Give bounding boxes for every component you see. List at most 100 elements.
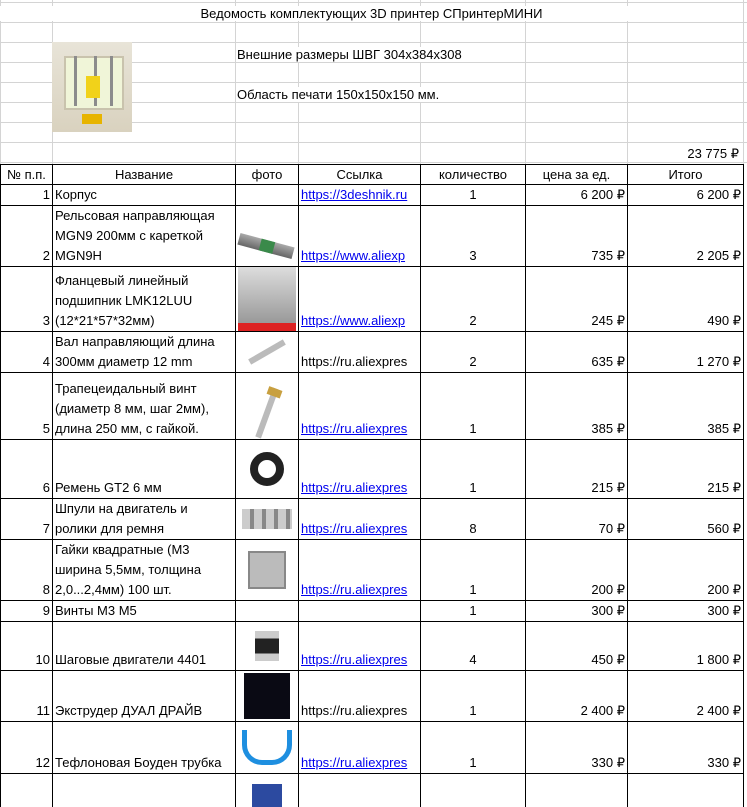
quantity[interactable]: 1 (420, 721, 526, 774)
printer-photo[interactable] (52, 42, 132, 132)
photo-cell[interactable] (235, 184, 299, 206)
row-number[interactable]: 9 (0, 600, 53, 622)
photo-cell[interactable] (235, 205, 299, 267)
quantity[interactable]: 1 (420, 773, 526, 807)
row-total[interactable]: 2 400 ₽ (627, 670, 744, 722)
row-number[interactable]: 7 (0, 498, 53, 540)
quantity[interactable]: 2 (420, 331, 526, 373)
unit-price[interactable]: 215 ₽ (525, 439, 628, 499)
column-header[interactable]: фото (235, 164, 299, 185)
link-cell[interactable]: https://ru.aliexpres (298, 539, 421, 601)
product-link[interactable]: https://www.aliexp (301, 248, 406, 263)
product-link[interactable]: https://ru.aliexpres (301, 421, 408, 436)
row-total[interactable]: 560 ₽ (627, 498, 744, 540)
product-link[interactable]: https://ru.aliexpres (301, 755, 408, 770)
photo-cell[interactable] (235, 439, 299, 499)
unit-price[interactable]: 635 ₽ (525, 331, 628, 373)
component-name[interactable]: Рельсовая направляющая MGN9 200мм с каре… (52, 205, 236, 267)
unit-price[interactable]: 300 ₽ (525, 600, 628, 622)
quantity[interactable]: 1 (420, 600, 526, 622)
link-cell[interactable]: https://ru.aliexpres (298, 372, 421, 440)
photo-cell[interactable] (235, 266, 299, 332)
quantity[interactable]: 8 (420, 498, 526, 540)
row-total[interactable]: 215 ₽ (627, 439, 744, 499)
linear-rail-photo[interactable] (237, 232, 296, 260)
unit-price[interactable]: 450 ₽ (525, 621, 628, 671)
link-cell[interactable]: https://ru.aliexpres (298, 498, 421, 540)
shaft-photo[interactable] (238, 339, 296, 365)
stepper-motor-photo[interactable] (238, 631, 296, 661)
row-total[interactable]: 200 ₽ (627, 539, 744, 601)
link-cell[interactable]: https://www.aliexp (298, 205, 421, 267)
row-number[interactable]: 5 (0, 372, 53, 440)
row-number[interactable]: 11 (0, 670, 53, 722)
component-name[interactable]: Фланцевый линейный подшипник LMK12LUU (1… (52, 266, 236, 332)
lead-screw-photo[interactable] (238, 386, 296, 439)
row-number[interactable]: 12 (0, 721, 53, 774)
row-total[interactable]: 330 ₽ (627, 721, 744, 774)
component-name[interactable]: Трапецеидальный винт (диаметр 8 мм, шаг … (52, 372, 236, 440)
belt-photo[interactable] (238, 452, 296, 486)
product-link[interactable]: https://ru.aliexpres (301, 652, 408, 667)
column-header[interactable]: Название (52, 164, 236, 185)
component-name[interactable]: Экструдер ДУАЛ ДРАЙВ (52, 670, 236, 722)
component-name[interactable]: Винты М3 М5 (52, 600, 236, 622)
link-cell[interactable]: https://www.aliexp (298, 266, 421, 332)
quantity[interactable]: 2 (420, 266, 526, 332)
row-total[interactable]: 2 205 ₽ (627, 205, 744, 267)
component-name[interactable]: Гайки квадратные (М3 ширина 5,5мм, толщи… (52, 539, 236, 601)
quantity[interactable]: 1 (420, 439, 526, 499)
link-cell[interactable]: https://ru.aliexpres (298, 621, 421, 671)
product-link[interactable]: https://ru.aliexpres (301, 480, 408, 495)
print-area-text[interactable]: Область печати 150x150x150 мм. (237, 87, 440, 102)
row-total[interactable]: 350 ₽ (627, 773, 744, 807)
quantity[interactable]: 4 (420, 621, 526, 671)
row-number[interactable]: 6 (0, 439, 53, 499)
row-number[interactable]: 4 (0, 331, 53, 373)
unit-price[interactable]: 200 ₽ (525, 539, 628, 601)
row-number[interactable]: 1 (0, 184, 53, 206)
row-total[interactable]: 1 270 ₽ (627, 331, 744, 373)
photo-cell[interactable] (235, 498, 299, 540)
extruder-photo[interactable] (238, 673, 296, 719)
unit-price[interactable]: 70 ₽ (525, 498, 628, 540)
flange-bearing-photo[interactable] (238, 267, 296, 331)
grand-total[interactable]: 23 775 ₽ (687, 146, 739, 161)
unit-price[interactable]: 330 ₽ (525, 721, 628, 774)
photo-cell[interactable] (235, 372, 299, 440)
quantity[interactable]: 1 (420, 539, 526, 601)
unit-price[interactable]: 245 ₽ (525, 266, 628, 332)
link-cell[interactable]: https://ru.aliexpres (298, 331, 421, 373)
unit-price[interactable]: 6 200 ₽ (525, 184, 628, 206)
column-header[interactable]: № п.п. (0, 164, 53, 185)
photo-cell[interactable] (235, 539, 299, 601)
column-header[interactable]: количество (420, 164, 526, 185)
photo-cell[interactable] (235, 600, 299, 622)
unit-price[interactable]: 385 ₽ (525, 372, 628, 440)
photo-cell[interactable] (235, 670, 299, 722)
link-cell[interactable]: https://ru.aliexpres (298, 670, 421, 722)
link-cell[interactable]: https://ru.aliexpres (298, 773, 421, 807)
column-header[interactable]: Ссылка (298, 164, 421, 185)
quantity[interactable]: 1 (420, 372, 526, 440)
product-link[interactable]: https://www.aliexp (301, 313, 406, 328)
row-number[interactable]: 13 (0, 773, 53, 807)
row-number[interactable]: 3 (0, 266, 53, 332)
photo-cell[interactable] (235, 621, 299, 671)
ptfe-tube-photo[interactable] (238, 730, 296, 765)
row-total[interactable]: 300 ₽ (627, 600, 744, 622)
component-name[interactable]: Тефлоновая Боуден трубка (52, 721, 236, 774)
unit-price[interactable]: 2 400 ₽ (525, 670, 628, 722)
product-link-text[interactable]: https://ru.aliexpres (301, 703, 408, 718)
product-link[interactable]: https://ru.aliexpres (301, 582, 408, 597)
component-name[interactable]: Шаговые двигатели 4401 (52, 621, 236, 671)
sheet-title[interactable]: Ведомость комплектующих 3D принтер СПрин… (0, 6, 743, 21)
quantity[interactable]: 3 (420, 205, 526, 267)
photo-cell[interactable] (235, 721, 299, 774)
link-cell[interactable]: https://ru.aliexpres (298, 439, 421, 499)
unit-price[interactable]: 735 ₽ (525, 205, 628, 267)
row-total[interactable]: 490 ₽ (627, 266, 744, 332)
pulleys-photo[interactable] (238, 509, 296, 529)
square-nuts-photo[interactable] (238, 551, 296, 589)
component-name[interactable]: Hot-end в сборе (52, 773, 236, 807)
